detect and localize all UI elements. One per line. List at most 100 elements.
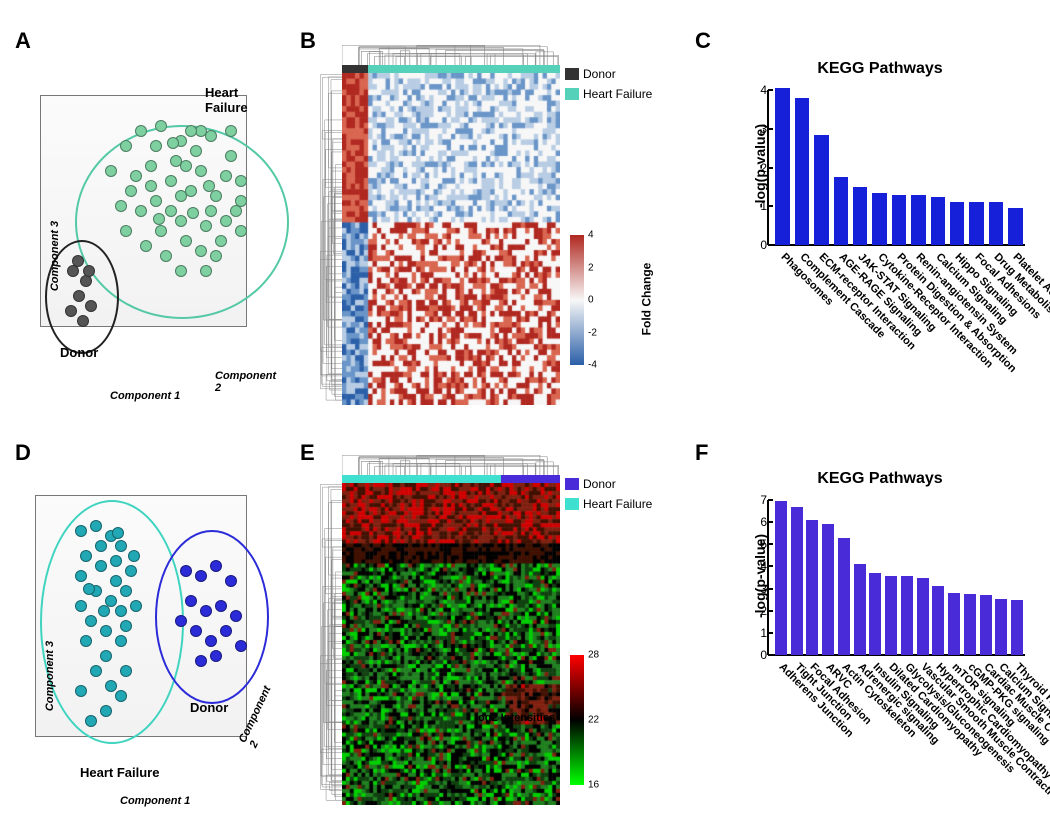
legend-text: Donor: [583, 477, 616, 491]
panelF-bar: [869, 573, 881, 655]
panelD-point: [190, 625, 202, 637]
panelC-bar: [1008, 208, 1023, 245]
panelA-point: [135, 205, 147, 217]
panelD-point: [75, 685, 87, 697]
panelA-point: [120, 140, 132, 152]
panelA-point: [153, 213, 165, 225]
panelD-point: [80, 635, 92, 647]
panelF-barchart: KEGG Pathways 01234567-log(p-value)Adhere…: [735, 470, 1025, 780]
panelA-point: [145, 180, 157, 192]
panel-label-C: C: [695, 28, 711, 54]
panelB-colorbar-label: Fold Change: [639, 263, 653, 336]
panelD-point: [75, 600, 87, 612]
panelA-point: [125, 185, 137, 197]
panel-label-F: F: [695, 440, 708, 466]
panelA-point: [150, 195, 162, 207]
panelE-colorbar-label: log2 Intensities: [475, 712, 555, 724]
panelA-point: [175, 190, 187, 202]
panelD-point: [175, 615, 187, 627]
legend-text: Heart Failure: [583, 87, 652, 101]
panelA-point: [215, 235, 227, 247]
panelB-legend: DonorHeart Failure: [565, 65, 652, 105]
panelA-point: [225, 125, 237, 137]
panelF-bar: [948, 593, 960, 655]
panelB-heatmap-canvas: [342, 73, 560, 405]
panelD-point: [90, 520, 102, 532]
panelF-bar: [791, 507, 803, 655]
panelD-point: [95, 560, 107, 572]
panelA-point: [180, 235, 192, 247]
panelD-point: [125, 565, 137, 577]
panelD-point: [195, 655, 207, 667]
panelF-ytick-mark: [768, 632, 773, 634]
panelC-title: KEGG Pathways: [735, 60, 1025, 78]
panelF-plot-area: 01234567-log(p-value)Adherens JunctionTi…: [773, 500, 1025, 655]
panelC-ytick-mark: [768, 128, 773, 130]
panelA-point: [77, 315, 89, 327]
panelD-point: [210, 650, 222, 662]
panelD-point: [120, 620, 132, 632]
panelB-colorbar-tick: 2: [588, 262, 594, 273]
panelC-bar: [950, 202, 965, 245]
panelB-colorbar: 420-2-4Fold Change: [570, 235, 584, 365]
panelF-title: KEGG Pathways: [735, 470, 1025, 488]
panelA-axis-label: Component 2: [215, 370, 276, 394]
panelD-point: [115, 540, 127, 552]
panelD-point: [75, 525, 87, 537]
panelD-point: [215, 600, 227, 612]
panelD-axis-label: Component 1: [120, 795, 190, 807]
panelA-point: [185, 125, 197, 137]
panelD-point: [85, 715, 97, 727]
panelF-bar: [806, 520, 818, 655]
panelD-point: [100, 705, 112, 717]
panelA-point: [235, 175, 247, 187]
panelF-bar: [885, 576, 897, 655]
panelD-point: [110, 555, 122, 567]
panelF-ytick-mark: [768, 610, 773, 612]
panelF-bar: [980, 595, 992, 655]
panelF-ytick-mark: [768, 499, 773, 501]
panelA-point: [155, 120, 167, 132]
panelC-bar: [911, 195, 926, 245]
panelD-point: [75, 570, 87, 582]
panelD-point: [210, 560, 222, 572]
panelD-ellipse: [155, 530, 269, 704]
panelA-point: [130, 170, 142, 182]
panelA-point: [175, 215, 187, 227]
panelC-bar: [931, 197, 946, 245]
panelD-point: [225, 575, 237, 587]
panelC-ytick-mark: [768, 244, 773, 246]
panelC-bar: [853, 187, 868, 245]
panelF-ytick-mark: [768, 588, 773, 590]
panelF-ytick-mark: [768, 565, 773, 567]
panelA-point: [210, 250, 222, 262]
panelC-bar: [872, 193, 887, 245]
panelA-point: [180, 160, 192, 172]
panelE-group-bar: [342, 475, 560, 483]
panelE-colorbar: 282216log2 Intensities: [570, 655, 584, 785]
panelA-point: [135, 125, 147, 137]
panelD-point: [110, 575, 122, 587]
panelA-point: [72, 255, 84, 267]
panelD-point: [200, 605, 212, 617]
panelD-point: [120, 585, 132, 597]
panelD-cluster-label: Donor: [190, 700, 228, 715]
panelF-bar: [901, 576, 913, 655]
legend-swatch: [565, 68, 579, 80]
panelD-cluster-label: Heart Failure: [80, 765, 159, 780]
panelE-col-dendrogram: [342, 455, 560, 475]
panelD-pca: Heart FailureDonorComponent 1Component 2…: [25, 470, 275, 780]
panelA-point: [235, 225, 247, 237]
panelF-bar: [838, 538, 850, 655]
panelD-point: [100, 650, 112, 662]
panelC-ylabel: -log(p-value): [752, 124, 768, 208]
panelD-point: [120, 665, 132, 677]
panelF-bar: [775, 501, 787, 655]
panelF-bar: [917, 578, 929, 656]
panelC-ytick-mark: [768, 89, 773, 91]
panel-label-D: D: [15, 440, 31, 466]
panelA-axis-label: Component 1: [110, 390, 180, 402]
panelF-bar: [822, 524, 834, 655]
panelD-point: [130, 600, 142, 612]
figure-root: ABCDEFKEGG Pathways01234-log(p-value)Pha…: [0, 0, 1050, 813]
